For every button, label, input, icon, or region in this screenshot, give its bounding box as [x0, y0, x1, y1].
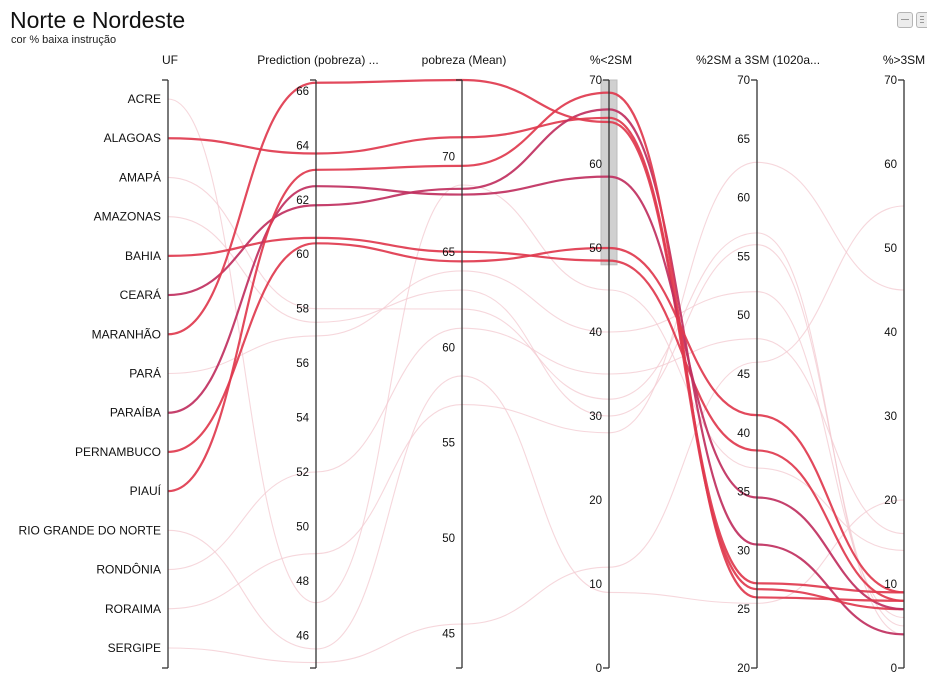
category-label-roraima: RORAIMA [105, 602, 161, 616]
axis-uf: UF ACRE ALAGOAS AMAPÁ AMAZONAS BAHIA CEARÁ MARA… [19, 53, 178, 669]
series-line-amazonas[interactable] [167, 216, 905, 627]
tick-label-lt2-0: 0 [596, 663, 602, 675]
category-label-rio-grande-do-norte: RIO GRANDE DO NORTE [19, 523, 161, 537]
axis-label-uf[interactable]: UF [162, 53, 178, 67]
tick-label-mid-35: 35 [737, 487, 750, 499]
chart-subtitle: cor % baixa instrução [11, 34, 117, 46]
tick-label-mid-25: 25 [737, 604, 750, 616]
tick-label-pobreza-70: 70 [442, 151, 455, 163]
axis-label-pobreza[interactable]: pobreza (Mean) [422, 53, 507, 67]
category-label-amapa: AMAPÁ [119, 169, 161, 184]
series-line-amapa[interactable] [167, 176, 905, 635]
tick-label-pobreza-50: 50 [442, 533, 455, 545]
axis-label-gt3[interactable]: %>3SM [883, 53, 925, 67]
tick-label-mid-50: 50 [737, 310, 750, 322]
tick-label-lt2-20: 20 [589, 495, 602, 507]
axis-pred: Prediction (pobreza) ... 46 48 50 52 54 56 58 60… [257, 53, 379, 669]
series-line-pernambuco[interactable] [167, 242, 905, 594]
tick-label-gt3-30: 30 [884, 411, 897, 423]
tick-label-lt2-30: 30 [589, 411, 602, 423]
tick-label-gt3-70: 70 [884, 75, 897, 87]
series-line-piaui[interactable] [167, 91, 905, 602]
axis-label-pred[interactable]: Prediction (pobreza) ... [257, 53, 378, 67]
axis-pobreza: pobreza (Mean) 45 50 55 60 65 70 [422, 53, 507, 669]
series-line-paraiba[interactable] [167, 175, 905, 611]
tick-label-lt2-70: 70 [589, 75, 602, 87]
tick-label-pred-58: 58 [296, 304, 309, 316]
tick-label-mid-40: 40 [737, 428, 750, 440]
series-line-ceara[interactable] [167, 108, 905, 636]
tick-label-pobreza-55: 55 [442, 438, 455, 450]
category-label-sergipe: SERGIPE [108, 641, 161, 655]
category-label-alagoas: ALAGOAS [104, 131, 161, 145]
tick-label-mid-70: 70 [737, 75, 750, 87]
tick-label-mid-65: 65 [737, 134, 750, 146]
series-line-maranhao[interactable] [167, 78, 905, 611]
tick-label-gt3-0: 0 [891, 663, 897, 675]
tick-label-lt2-10: 10 [589, 579, 602, 591]
axis-label-lt2[interactable]: %<2SM [590, 53, 632, 67]
tick-label-pred-60: 60 [296, 249, 309, 261]
tick-label-pobreza-60: 60 [442, 342, 455, 354]
tick-label-pobreza-65: 65 [442, 247, 455, 259]
tick-label-pobreza-45: 45 [442, 629, 455, 641]
tick-label-mid-60: 60 [737, 193, 750, 205]
minimize-icon[interactable] [897, 12, 913, 28]
tick-label-pred-48: 48 [296, 576, 309, 588]
category-label-rondonia: RONDÔNIA [96, 562, 161, 577]
tick-label-mid-55: 55 [737, 251, 750, 263]
tick-label-pred-50: 50 [296, 521, 309, 533]
chart-title: Norte e Nordeste [10, 7, 186, 33]
tick-label-gt3-20: 20 [884, 495, 897, 507]
category-label-amazonas: AMAZONAS [94, 210, 161, 224]
category-label-para: PARÁ [129, 366, 161, 381]
tick-label-gt3-60: 60 [884, 159, 897, 171]
category-label-pernambuco: PERNAMBUCO [75, 445, 161, 459]
category-label-acre: ACRE [128, 92, 161, 106]
tick-label-pred-56: 56 [296, 358, 309, 370]
tick-label-pred-62: 62 [296, 195, 309, 207]
tick-label-gt3-50: 50 [884, 243, 897, 255]
axis-label-mid[interactable]: %2SM a 3SM (1020a... [696, 53, 820, 67]
tick-label-mid-45: 45 [737, 369, 750, 381]
axis-lt2: %<2SM 0 10 20 30 40 50 60 70 [589, 53, 632, 675]
category-label-bahia: BAHIA [125, 249, 161, 263]
tick-label-pred-64: 64 [296, 140, 309, 152]
tick-label-mid-20: 20 [737, 663, 750, 675]
tick-label-pred-54: 54 [296, 413, 309, 425]
tick-label-pred-66: 66 [296, 86, 309, 98]
selected-lines-layer [167, 78, 905, 636]
tick-label-mid-30: 30 [737, 545, 750, 557]
tick-label-pred-52: 52 [296, 467, 309, 479]
series-line-para[interactable] [167, 270, 905, 619]
axis-gt3: %>3SM 0 10 20 30 40 50 60 70 [883, 53, 925, 675]
category-label-ceara: CEARÁ [120, 287, 161, 302]
menu-icon[interactable] [916, 12, 927, 28]
tick-label-gt3-40: 40 [884, 327, 897, 339]
faded-lines-layer [167, 98, 905, 664]
category-label-maranhao: MARANHÃO [92, 327, 161, 341]
category-label-piaui: PIAUÍ [130, 483, 162, 498]
tick-label-pred-46: 46 [296, 630, 309, 642]
category-label-paraiba: PARAÍBA [110, 405, 161, 420]
series-line-roraima[interactable] [167, 161, 905, 610]
axes-layer: UF ACRE ALAGOAS AMAPÁ AMAZONAS BAHIA CEARÁ MARA… [19, 53, 926, 675]
tick-label-gt3-10: 10 [884, 579, 897, 591]
series-line-rio-grande-do-norte[interactable] [167, 375, 905, 650]
tick-label-lt2-50: 50 [589, 243, 602, 255]
axis-mid: %2SM a 3SM (1020a... 20 25 30 35 40 45 50 55 60 65… [696, 53, 820, 675]
series-line-rondonia[interactable] [167, 327, 905, 571]
tick-label-lt2-60: 60 [589, 159, 602, 171]
tick-label-lt2-40: 40 [589, 327, 602, 339]
